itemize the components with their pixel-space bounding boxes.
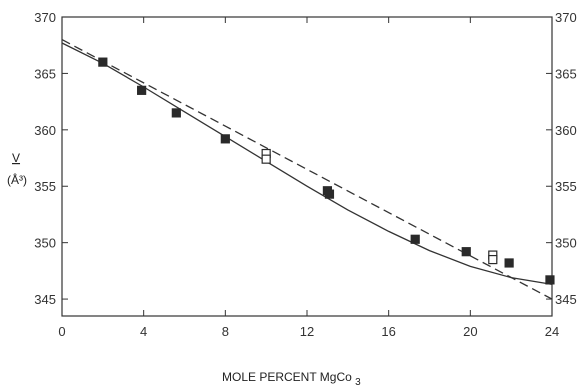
y-tick-label-left: 370 <box>34 10 56 25</box>
y-tick-label-right: 355 <box>555 179 577 194</box>
y-axis-unit: (Å³) <box>7 172 27 187</box>
x-tick-label: 4 <box>140 324 147 339</box>
data-point-filled <box>504 258 514 268</box>
x-axis-title: MOLE PERCENT MgCo 3 <box>222 370 361 386</box>
data-point-filled <box>545 275 555 285</box>
lines-group <box>61 39 553 300</box>
x-tick-label: 12 <box>300 324 314 339</box>
y-tick-label-left: 355 <box>34 179 56 194</box>
y-tick-label-right: 365 <box>555 66 577 81</box>
y-tick-label-left: 350 <box>34 236 56 251</box>
data-point-open <box>488 254 498 265</box>
x-tick-label: 20 <box>463 324 477 339</box>
ticks-group <box>61 16 553 316</box>
data-point-filled <box>461 247 471 257</box>
x-tick-label: 16 <box>381 324 395 339</box>
x-tick-label: 0 <box>58 324 65 339</box>
data-point-filled <box>137 85 147 95</box>
plot-frame <box>61 16 553 317</box>
data-point-filled <box>324 189 335 199</box>
y-tick-label-right: 350 <box>555 236 577 251</box>
dashed-line <box>61 39 553 300</box>
data-point-filled <box>410 234 420 244</box>
y-tick-label-right: 370 <box>555 10 577 25</box>
x-tick-label: 8 <box>222 324 229 339</box>
points-group <box>98 57 555 285</box>
tick-labels-group: 0 4 8 12 16 20 24 345 345 350 350 355 355 360 360 365 36… <box>34 10 576 339</box>
x-axis-title-subscript: 3 <box>355 377 361 386</box>
y-axis-title: V <box>12 151 20 165</box>
data-point-filled <box>171 108 181 118</box>
data-point-filled <box>220 134 230 144</box>
solid-curve <box>61 42 553 286</box>
x-tick-label: 24 <box>545 324 559 339</box>
y-tick-label-left: 345 <box>34 292 56 307</box>
x-axis-title-main: MOLE PERCENT MgCo <box>222 370 352 384</box>
y-tick-label-left: 360 <box>34 123 56 138</box>
data-point-open <box>261 154 271 164</box>
y-tick-label-right: 360 <box>555 123 577 138</box>
data-point-filled <box>98 57 108 67</box>
y-tick-label-right: 345 <box>555 292 577 307</box>
y-tick-label-left: 365 <box>34 66 56 81</box>
